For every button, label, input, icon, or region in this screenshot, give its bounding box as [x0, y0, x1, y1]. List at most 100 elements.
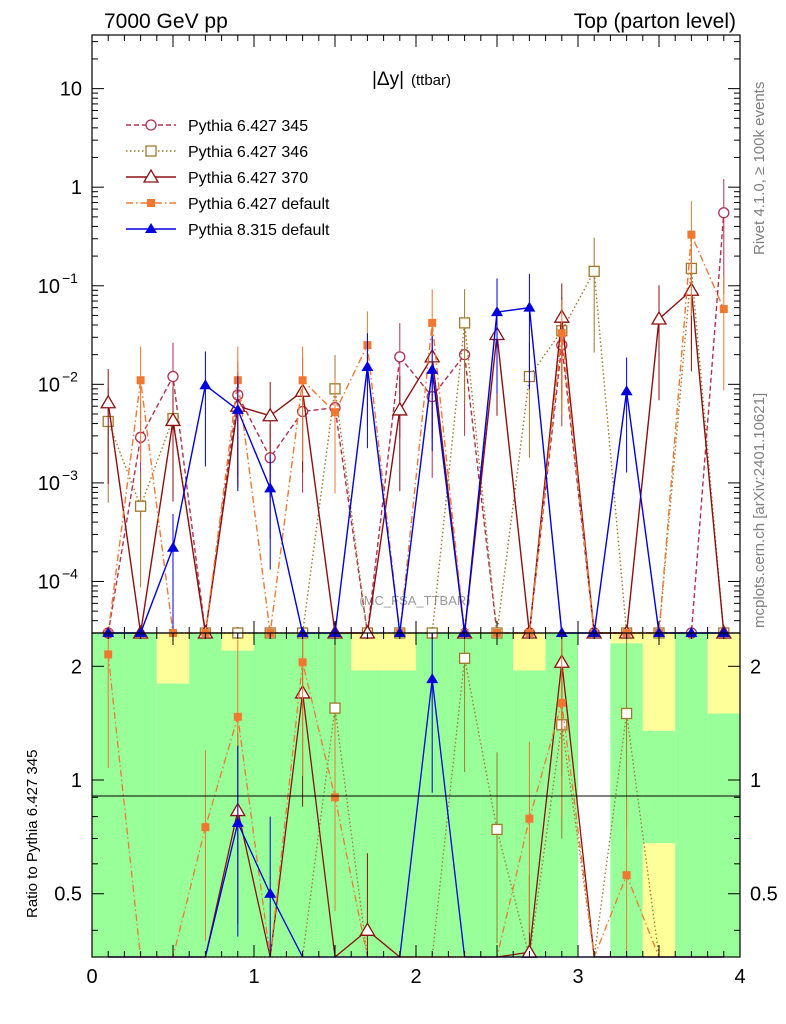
rivet-label: Rivet 4.1.0, ≥ 100k events	[751, 82, 768, 255]
data-point	[588, 265, 600, 278]
ratio-data-point	[557, 698, 566, 707]
ratio-band-green	[675, 633, 708, 957]
data-point-zero	[717, 627, 730, 637]
ratio-band-yellow	[351, 633, 384, 671]
data-point	[264, 482, 277, 493]
legend-label-p370: Pythia 6.427 370	[188, 170, 308, 187]
ratio-y-axis: 0.5 0.5 1 1 2 2	[54, 656, 778, 931]
mcplots-label: mcplots.cern.ch [arXiv:2401.10621]	[751, 393, 768, 628]
ratio-plot-panel: 0.5 0.5 1 1 2 2 0 1 2 3 4 Ratio to Pythia 6.427 3…	[24, 632, 778, 988]
ratio-data-point	[104, 650, 113, 659]
data-point	[134, 500, 147, 512]
legend-marker-p8def	[145, 223, 157, 233]
ratio-data-point	[620, 707, 633, 720]
ratio-data-point	[329, 702, 341, 714]
series-p8def	[102, 273, 730, 637]
main-series-group	[100, 179, 732, 639]
x-tick-label: 3	[572, 966, 583, 988]
data-point	[687, 230, 696, 239]
header-energy: 7000 GeV pp	[104, 10, 228, 33]
series-line-p346	[107, 268, 725, 634]
main-y-tick-label: 10	[38, 276, 60, 298]
ratio-x-axis: 0 1 2 3 4	[86, 633, 746, 988]
ratio-data-point	[525, 814, 534, 823]
ratio-data-point	[231, 816, 244, 827]
data-point-zero	[393, 627, 406, 637]
series-line-p6def	[107, 234, 725, 634]
x-tick-label: 4	[734, 966, 745, 988]
data-point	[491, 306, 503, 317]
ratio-uncertainty-bands	[92, 633, 740, 957]
main-y-tick-exponent: −1	[62, 270, 78, 286]
data-point-zero	[134, 627, 147, 637]
data-point-zero	[102, 627, 115, 637]
data-point	[199, 379, 212, 390]
main-y-tick-label: 10	[38, 374, 60, 396]
data-point	[718, 207, 730, 219]
ratio-band-green	[124, 633, 157, 957]
data-point	[620, 385, 633, 396]
main-y-tick-label: 10	[60, 79, 82, 101]
main-y-tick-exponent: −4	[62, 565, 78, 581]
data-point-zero	[588, 627, 601, 637]
data-point	[426, 363, 439, 374]
ratio-band-yellow	[642, 843, 676, 957]
series-line-p370	[107, 288, 725, 634]
ratio-band-green	[156, 683, 190, 957]
legend-marker-p345	[145, 119, 157, 131]
ratio-band-yellow	[383, 633, 416, 671]
data-point	[523, 301, 536, 312]
main-y-tick-label: 10	[38, 473, 60, 495]
ratio-band-yellow	[513, 633, 546, 671]
data-point-zero	[685, 627, 698, 637]
ratio-data-point	[491, 823, 503, 836]
ratio-data-point	[622, 871, 631, 880]
ratio-data-point	[331, 793, 339, 802]
data-point	[428, 318, 437, 327]
data-point-zero	[458, 627, 471, 637]
ratio-data-point	[359, 922, 376, 936]
series-p370	[100, 256, 732, 639]
data-point	[136, 376, 145, 385]
legend-marker-p370	[142, 168, 160, 183]
legend-label-p8def: Pythia 8.315 default	[188, 222, 330, 239]
data-point	[361, 360, 374, 371]
data-point	[394, 351, 406, 363]
main-y-tick-label: 10	[38, 571, 60, 593]
legend-label-p6def: Pythia 6.427 default	[188, 196, 330, 213]
watermark: (MC_FSA_TTBAR)	[359, 593, 470, 608]
x-tick-label: 0	[86, 966, 97, 988]
data-point	[331, 408, 339, 417]
header-process: Top (parton level)	[574, 10, 736, 33]
data-point	[262, 407, 279, 422]
plot-title-main: |Δy|	[372, 69, 404, 90]
data-point	[650, 310, 668, 325]
legend: Pythia 6.427 345 Pythia 6.427 346 Pythia 6…	[126, 118, 330, 239]
ratio-y-tick-label: 2	[71, 656, 82, 678]
ratio-y-tick-label-right: 1	[750, 770, 761, 792]
data-point	[391, 401, 408, 416]
ratio-band-yellow	[707, 633, 740, 714]
series-line-p8def	[108, 306, 724, 634]
data-point-zero	[653, 627, 665, 637]
data-point	[167, 370, 179, 383]
ratio-data-point	[426, 673, 439, 684]
ratio-y-label: Ratio to Pythia 6.427 345	[24, 750, 41, 918]
ratio-band-yellow	[642, 633, 676, 731]
ratio-band-green	[383, 670, 416, 957]
ratio-y-tick-label-right: 2	[750, 656, 761, 678]
data-point	[557, 329, 566, 338]
data-point	[298, 376, 307, 385]
series-line-p345	[107, 212, 725, 634]
data-point	[164, 412, 182, 427]
ratio-data-point	[298, 658, 307, 667]
ratio-band-green	[707, 713, 740, 957]
ratio-band-green	[642, 730, 676, 844]
x-tick-label: 1	[248, 966, 259, 988]
legend-label-p346: Pythia 6.427 346	[188, 144, 308, 161]
ratio-data-point	[201, 823, 210, 832]
data-point-zero	[296, 627, 309, 637]
main-y-tick-exponent: −3	[62, 467, 78, 483]
